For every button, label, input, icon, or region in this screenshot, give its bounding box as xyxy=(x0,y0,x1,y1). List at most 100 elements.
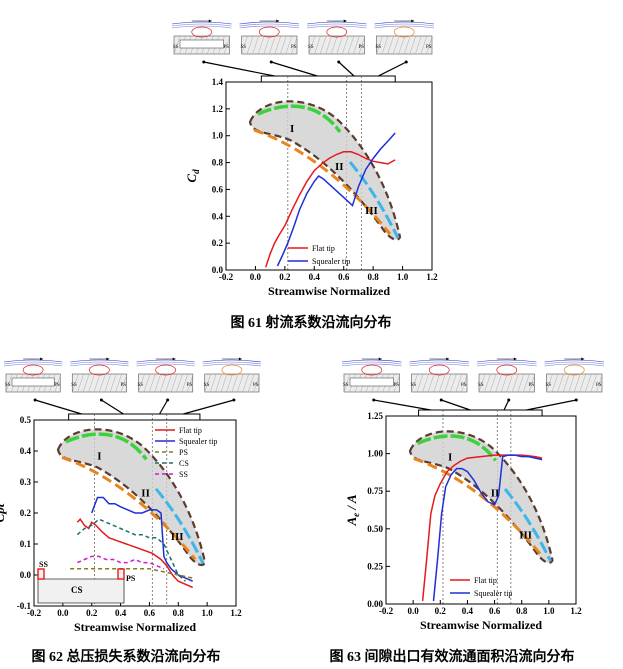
vortex-ring xyxy=(89,364,110,376)
pointer-arrow xyxy=(503,399,510,411)
y-tick-label: 0.3 xyxy=(20,477,32,487)
hatch-line xyxy=(579,373,586,393)
hatch-line xyxy=(376,35,383,55)
region-label-iii: III xyxy=(519,529,532,541)
flow-inset: SS PS xyxy=(306,19,367,55)
band-cyan xyxy=(348,161,400,239)
y-axis-label-tail: / A xyxy=(344,494,359,513)
pointer-arrow-head xyxy=(337,60,341,64)
streamline xyxy=(306,25,367,29)
x-tick-label: 0.4 xyxy=(309,272,321,282)
hatch-line xyxy=(154,373,161,393)
hatch-line xyxy=(590,373,598,393)
legend: Flat tip Squealer tip xyxy=(450,576,512,598)
pointer-arrow xyxy=(34,399,82,415)
y-axis-label-sub: d xyxy=(191,169,201,174)
x-tick-label: 1.2 xyxy=(570,606,582,616)
blade-section xyxy=(376,35,433,55)
flow-inset: SS PS xyxy=(3,357,63,393)
rim-ss xyxy=(37,568,45,580)
streamline xyxy=(202,361,262,365)
hatch-line xyxy=(342,35,349,55)
y-tick-label: 1.2 xyxy=(212,104,224,114)
inset-label-ps: PS xyxy=(426,45,432,50)
streamline xyxy=(3,359,63,363)
blade-outline-group xyxy=(56,428,207,567)
hatch-line xyxy=(209,373,217,393)
pointer-arrow xyxy=(203,61,275,77)
y-axis-label: Cpt xyxy=(0,503,7,522)
inset-label-ss: SS xyxy=(343,383,349,388)
inset-label-ps: PS xyxy=(121,383,127,388)
figure-caption: 图 63 间隙出口有效流通面积沿流向分布 xyxy=(330,648,575,665)
flow-inset: SS PS xyxy=(341,357,402,393)
hatch-line xyxy=(455,373,463,393)
streamline xyxy=(136,363,195,367)
inset-label-ss: SS xyxy=(411,383,417,388)
series-squealer-tip xyxy=(276,132,396,267)
streamline xyxy=(409,359,470,363)
hatch-line xyxy=(319,35,327,55)
legend-label: Squealer tip xyxy=(312,257,350,266)
hatch-line xyxy=(120,373,128,393)
y-tick-label: 0.4 xyxy=(20,446,32,456)
hatch-line xyxy=(392,35,400,55)
hatch-line xyxy=(241,35,248,55)
flow-arrow-head xyxy=(513,357,517,361)
plot-frame xyxy=(225,81,433,271)
inset-label-ss: SS xyxy=(5,383,11,388)
inset-label-ps: PS xyxy=(54,383,60,388)
vortex-ring xyxy=(258,26,280,38)
hatch-line xyxy=(115,373,122,393)
x-tick-label: 0.0 xyxy=(57,608,69,618)
streamline xyxy=(136,359,195,363)
legend-label: Squealer tip xyxy=(179,437,217,446)
series-squealer-tip xyxy=(432,454,543,602)
hatch-line xyxy=(88,373,95,393)
hatch-line xyxy=(237,373,244,393)
x-tick-label: -0.2 xyxy=(219,272,234,282)
hatch-line xyxy=(562,373,570,393)
inset-label-ss: SS xyxy=(138,383,144,388)
hatch-line xyxy=(314,35,321,55)
vortex-ring xyxy=(496,364,518,376)
blade-outline-group xyxy=(248,100,402,241)
hatch-line xyxy=(257,35,265,55)
hatch-line xyxy=(557,373,564,393)
y-tick-label: 0.2 xyxy=(212,238,224,248)
inset-label-ps: PS xyxy=(394,383,400,388)
hatch-line xyxy=(568,373,575,393)
vortex-ring xyxy=(326,26,348,38)
series-ss xyxy=(77,555,165,570)
pointer-arrow xyxy=(271,61,318,77)
hatch-line xyxy=(387,35,394,55)
hatch-line xyxy=(478,373,486,393)
flow-inset: SS PS xyxy=(171,19,232,55)
inset-label-ps: PS xyxy=(359,45,365,50)
legend-label: CS xyxy=(179,459,189,468)
region-label-ii: II xyxy=(491,488,500,500)
flow-inset: SS PS xyxy=(544,357,605,393)
blade-section xyxy=(546,373,603,393)
x-tick-label: 0.6 xyxy=(489,606,501,616)
hatch-line xyxy=(104,373,111,393)
y-axis-label: Cd xyxy=(184,169,201,183)
x-tick-label: 0.6 xyxy=(144,608,156,618)
hatch-line xyxy=(596,373,603,393)
band-cyan xyxy=(154,487,205,564)
x-tick-label: 1.2 xyxy=(230,608,242,618)
legend: Flat tip Squealer tip PS CS SS xyxy=(155,426,217,479)
vortex-ring xyxy=(361,364,383,376)
hatch-line xyxy=(495,373,502,393)
pointer-arrow-head xyxy=(507,398,511,402)
bracket-line xyxy=(260,75,396,82)
inset-label-ss: SS xyxy=(204,383,210,388)
cavity xyxy=(349,377,394,387)
flow-arrow-head xyxy=(378,357,382,361)
blade-section xyxy=(241,35,298,55)
hatch-line xyxy=(143,373,151,393)
x-tick-label: 1.0 xyxy=(202,608,214,618)
hatch-line xyxy=(585,373,592,393)
y-tick-label: 0.25 xyxy=(367,561,383,571)
inset-label-ps: PS xyxy=(187,383,193,388)
